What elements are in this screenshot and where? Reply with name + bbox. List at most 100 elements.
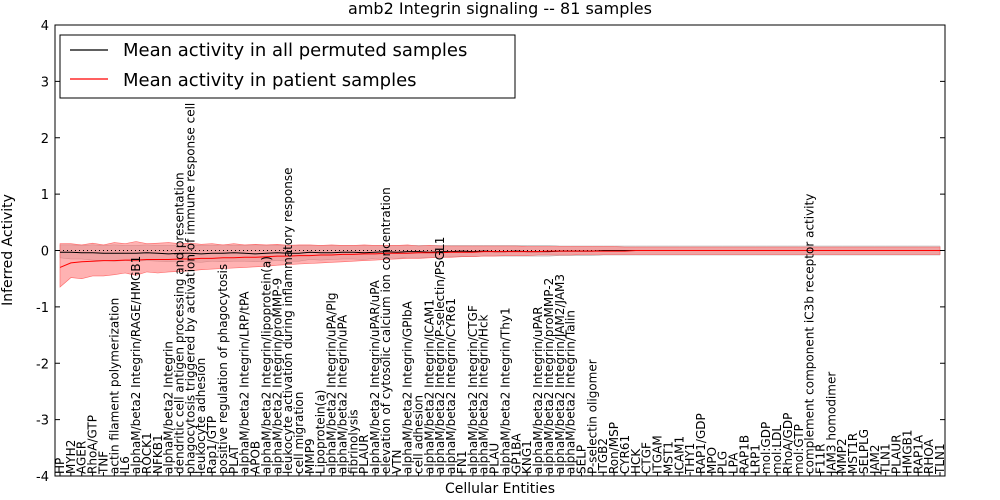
category-label: JAM3 homodimer [824,372,838,475]
category-label: HMGB1 [900,429,914,474]
category-label: CYR61 [618,435,632,474]
category-label: leukocyte activation during inflammatory… [281,167,295,474]
y-tick-label: -4 [36,470,49,485]
category-label: actin filament polymerization [107,298,121,474]
category-label: MST1R [846,433,860,474]
legend-label-patient: Mean activity in patient samples [123,70,417,91]
category-label: APOB [249,441,263,474]
category-label: mol:LDL [770,425,784,474]
category-label: MST1 [661,441,675,474]
category-label: MYH2 [64,440,78,474]
category-label: alphaM/beta2 Integrin/JAM2/JAM3 [553,274,567,474]
category-label: alphaM/beta2 Integrin [162,341,176,474]
category-label: RAP1B [737,435,751,474]
y-tick-label: -3 [36,414,49,429]
legend-label-permuted: Mean activity in all permuted samples [123,40,467,61]
category-label: phagocytosis triggered by activation of … [183,55,197,474]
y-tick-label: 3 [41,75,49,90]
category-label: mol:GDP [759,422,773,474]
category-label: alphaM/beta2 Integrin/Thy1 [498,307,512,474]
category-label: TLN1 [879,443,893,475]
category-label: alphaM/beta2 Integrin/lipoprotein(a) [259,256,273,474]
y-tick-label: 4 [41,19,49,34]
category-label: PLAUR [357,434,371,474]
category-label: Ron/MSP [607,422,621,474]
patient-mean-line [59,250,940,268]
category-label: PLAUR [890,434,904,474]
category-label: JAM2 [868,444,882,475]
category-label: alphaM/beta2 Integrin/uPA/Plg [325,293,339,474]
category-label: MPO [705,447,719,474]
category-label: Rap1/GTP [205,416,219,474]
category-label: TNF [97,451,111,475]
category-label: ICAM1 [672,436,686,474]
y-tick-label: 0 [41,245,49,260]
category-label: alphaM/beta2 Integrin/CYR61 [444,298,458,474]
category-label: PLG [716,451,730,474]
category-label: alphaM/beta2 Integrin/proMMP-2 [542,278,556,474]
category-label: RhoA/GDP [781,413,795,474]
category-label: fibrinolysis [346,409,360,474]
category-label: IL6 [118,456,132,474]
category-label: RhoA/GTP [86,415,100,474]
category-label: cell adhesion [412,395,426,474]
y-axis-title: Inferred Activity [0,194,16,306]
category-label: alphaM/beta2 Integrin/uPAR/uPA [368,279,382,474]
category-label: leukocyte adhesion [194,358,208,474]
category-label: alphaM/beta2 Integrin/uPA [336,314,350,474]
category-label: RHOA [922,438,936,474]
category-label: alphaM/beta2 Integrin/LRP/tPA [238,291,252,474]
category-label: NFKB1 [151,434,165,474]
category-label: MMP9 [303,438,317,474]
category-label: AGER [75,441,89,474]
category-label: positive regulation of phagocytosis [216,264,230,474]
category-label: dendritic cell antigen processing and pr… [173,172,187,474]
category-label: FN1 [455,450,469,474]
category-label: elevation of cytosolic calcium ion conce… [379,187,393,474]
category-label: F11R [814,443,828,474]
category-label: alphaM/beta2 Integrin/proMMP-9 [270,278,284,474]
y-tick-label: -2 [36,357,49,372]
category-label: ITGB2 [596,438,610,474]
category-label: LPA [727,452,741,474]
category-label: PLAT [227,445,241,474]
category-label: KNG1 [520,440,534,474]
lines-layer [59,250,940,268]
y-axis: -4 -3 -2 -1 0 1 2 3 4 [36,19,945,485]
category-label: alphaM/beta2 Integrin/Hck [477,314,491,474]
category-label: LRP1 [748,444,762,474]
x-axis-title: Cellular Entities [445,481,555,497]
category-label: alphaM/beta2 Integrin/GPIbA [401,300,415,474]
x-axis-ticks [59,472,941,476]
category-label: MMP2 [835,438,849,474]
chart-title: amb2 Integrin signaling -- 81 samples [348,0,652,18]
category-label: alphaM/beta2 Integrin/CTGF [466,305,480,474]
category-label: alphaM/beta2 Integrin/P-selectin/PSGL1 [433,237,447,474]
category-label: TLN1 [933,443,947,475]
category-label: ITGAM [651,435,665,474]
category-label: THY1 [683,443,697,475]
category-label: PLAU [488,443,502,474]
legend-box [59,34,516,99]
y-tick-label: -1 [36,301,49,316]
y-tick-label: 1 [41,188,49,203]
category-label: GP1BA [509,433,523,474]
category-label: CTGF [640,442,654,474]
category-label: alphaM/beta2 Integrin/RAGE/HMGB1 [129,256,143,474]
category-label: cell migration [292,392,306,474]
category-label: Lipoprotein(a) [314,390,328,474]
category-label: alphaM/beta2 Integrin/Talin [564,310,578,474]
legend: Mean activity in all permuted samples Me… [59,34,516,99]
y-tick-label: 2 [41,132,49,147]
category-label: ROCK1 [140,432,154,474]
category-label: mol:GTP [792,424,806,474]
category-label: alphaM/beta2 Integrin/uPAR [531,306,545,474]
category-label: SELPLG [857,429,871,474]
category-label: RAP1A [911,434,925,474]
category-label: HP [53,458,67,474]
category-label: VTN [390,449,404,474]
category-label: alphaM/beta2 Integrin/ICAM1 [422,299,436,474]
category-label: SELP [575,445,589,474]
